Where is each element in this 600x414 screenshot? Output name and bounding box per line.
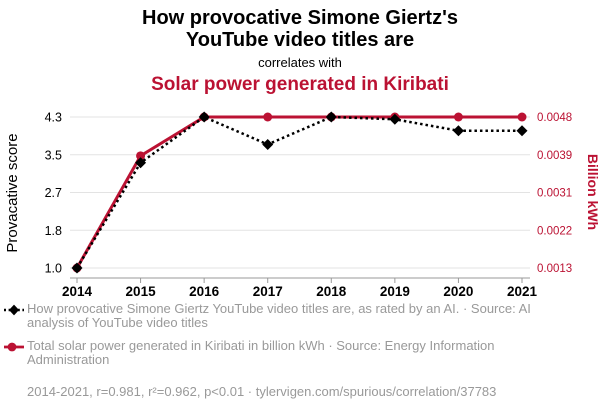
right-axis-tick-label: 0.0013 bbox=[537, 263, 572, 275]
correlates-with-label: correlates with bbox=[258, 55, 342, 70]
data-point-diamond bbox=[198, 111, 210, 123]
x-axis-tick-label: 2021 bbox=[507, 284, 538, 299]
x-axis-tick-label: 2019 bbox=[380, 284, 410, 299]
red-subtitle: Solar power generated in Kiribati bbox=[151, 74, 449, 95]
legend-item-label: Total solar power generated in Kiribati … bbox=[27, 338, 495, 367]
left-axis-tick-label: 1.0 bbox=[45, 262, 62, 276]
left-axis-title: Provacative score bbox=[4, 133, 21, 252]
right-axis-title: Billion kWh bbox=[585, 154, 600, 230]
right-axis-tick-label: 0.0031 bbox=[537, 188, 572, 200]
data-point-diamond bbox=[71, 262, 83, 274]
data-point-diamond bbox=[325, 111, 337, 123]
right-axis-tick-label: 0.0048 bbox=[537, 112, 572, 124]
x-axis-tick-label: 2015 bbox=[126, 284, 157, 299]
left-axis-tick-label: 4.3 bbox=[45, 111, 62, 125]
x-axis-tick-label: 2018 bbox=[316, 284, 347, 299]
title-line-2: YouTube video titles are bbox=[185, 29, 415, 51]
left-axis-tick-label: 2.7 bbox=[45, 186, 62, 200]
x-axis-tick-label: 2017 bbox=[253, 284, 283, 299]
data-point-diamond bbox=[452, 125, 464, 137]
page-title: How provocative Simone Giertz's YouTube … bbox=[0, 0, 600, 51]
circle-solid-line-icon bbox=[4, 342, 24, 352]
left-axis-tick-label: 3.5 bbox=[45, 148, 62, 162]
stats-footer: 2014-2021, r=0.981, r²=0.962, p<0.01 · t… bbox=[27, 384, 497, 399]
x-axis-tick-label: 2014 bbox=[62, 284, 93, 299]
data-point-diamond bbox=[135, 157, 147, 169]
data-point-diamond bbox=[262, 138, 274, 150]
data-point-diamond bbox=[389, 113, 401, 125]
diamond-dotted-line-icon bbox=[4, 304, 24, 316]
data-point-circle bbox=[263, 112, 273, 122]
line-chart: 4.3 0.0048 3.5 0.0039 2.7 0.0031 1.8 0.0022 1.0 0… bbox=[4, 111, 600, 300]
legend-item-label: How provocative Simone Giertz YouTube vi… bbox=[27, 301, 531, 330]
x-axis-tick-label: 2016 bbox=[189, 284, 220, 299]
legend: How provocative Simone Giertz YouTube vi… bbox=[4, 302, 598, 376]
series-line-diamond bbox=[75, 115, 522, 269]
data-point-diamond bbox=[516, 125, 528, 137]
data-point-circle bbox=[517, 112, 527, 122]
legend-item-provocative-score: How provocative Simone Giertz YouTube vi… bbox=[4, 302, 598, 330]
right-axis-tick-label: 0.0022 bbox=[537, 225, 572, 237]
data-point-circle bbox=[453, 112, 463, 122]
x-axis-tick-label: 2020 bbox=[443, 284, 473, 299]
title-line-1: How provocative Simone Giertz's bbox=[142, 7, 458, 29]
series-line-circle bbox=[75, 115, 522, 269]
legend-item-solar-power: Total solar power generated in Kiribati … bbox=[4, 339, 598, 367]
left-axis-tick-label: 1.8 bbox=[45, 224, 62, 238]
right-axis-tick-label: 0.0039 bbox=[537, 150, 572, 162]
data-point-circle bbox=[136, 151, 146, 161]
